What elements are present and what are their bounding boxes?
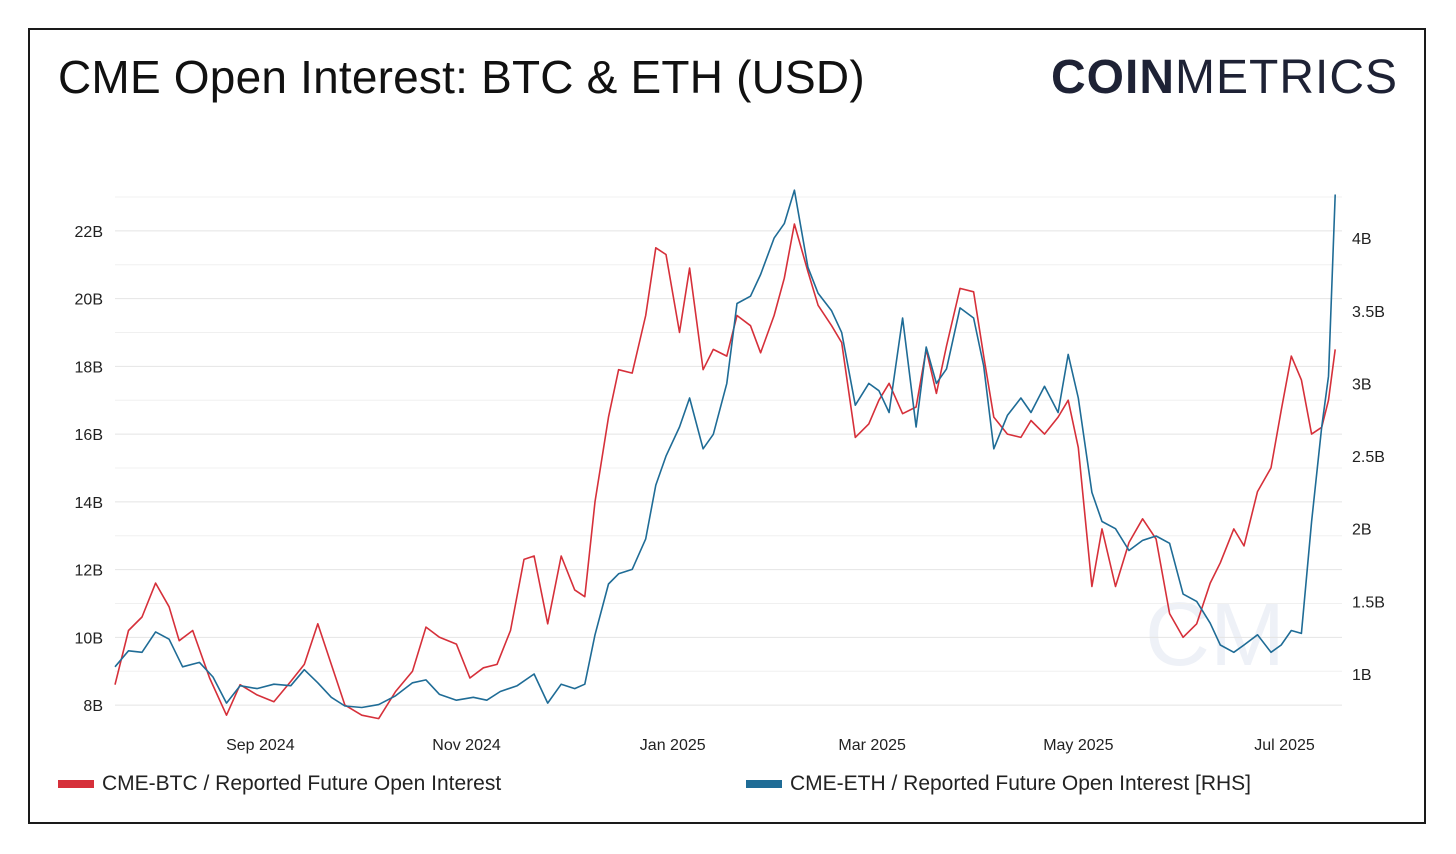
y-left-tick-label: 22B	[75, 224, 103, 241]
y-left-tick-label: 16B	[75, 427, 103, 444]
series-lines	[114, 189, 1336, 720]
y-right-tick-label: 2.5B	[1352, 449, 1385, 466]
legend-label-btc: CME-BTC / Reported Future Open Interest	[102, 772, 502, 795]
x-tick-label: Mar 2025	[838, 737, 906, 754]
x-tick-label: Jan 2025	[640, 737, 706, 754]
y-right-tick-label: 3B	[1352, 376, 1372, 393]
legend-item-btc: CME-BTC / Reported Future Open Interest	[58, 772, 501, 796]
eth-open-interest-line	[114, 189, 1336, 709]
x-axis-ticks: Sep 2024 Nov 2024 Jan 2025 Mar 2025 May 2025…	[226, 737, 1315, 754]
chart-frame	[28, 28, 1426, 824]
x-tick-label: May 2025	[1043, 737, 1113, 754]
y-right-tick-label: 2B	[1352, 522, 1372, 539]
legend-swatch-btc	[58, 780, 94, 788]
left-axis-ticks: 8B 10B 12B 14B 16B 18B 20B 22B	[75, 224, 103, 715]
y-left-tick-label: 20B	[75, 292, 103, 309]
x-tick-label: Sep 2024	[226, 737, 295, 754]
y-right-tick-label: 1B	[1352, 667, 1372, 684]
legend-swatch-eth	[746, 780, 782, 788]
y-right-tick-label: 3.5B	[1352, 304, 1385, 321]
gridlines	[115, 196, 1342, 706]
chart-title: CME Open Interest: BTC & ETH (USD)	[58, 51, 865, 103]
y-left-tick-label: 18B	[75, 359, 103, 376]
y-left-tick-label: 14B	[75, 495, 103, 512]
logo-light: METRICS	[1175, 51, 1398, 104]
legend-item-eth: CME-ETH / Reported Future Open Interest …	[746, 772, 1251, 796]
y-left-tick-label: 10B	[75, 630, 103, 647]
y-left-tick-label: 12B	[75, 563, 103, 580]
coinmetrics-logo: COINMETRICS	[1051, 50, 1398, 105]
y-left-tick-label: 8B	[83, 698, 103, 715]
x-tick-label: Nov 2024	[432, 737, 501, 754]
x-tick-label: Jul 2025	[1254, 737, 1315, 754]
logo-bold: COIN	[1051, 51, 1175, 104]
y-right-tick-label: 1.5B	[1352, 594, 1385, 611]
legend-label-eth: CME-ETH / Reported Future Open Interest …	[790, 772, 1251, 795]
y-right-tick-label: 4B	[1352, 231, 1372, 248]
right-axis-ticks: 1B 1.5B 2B 2.5B 3B 3.5B 4B	[1352, 231, 1385, 684]
